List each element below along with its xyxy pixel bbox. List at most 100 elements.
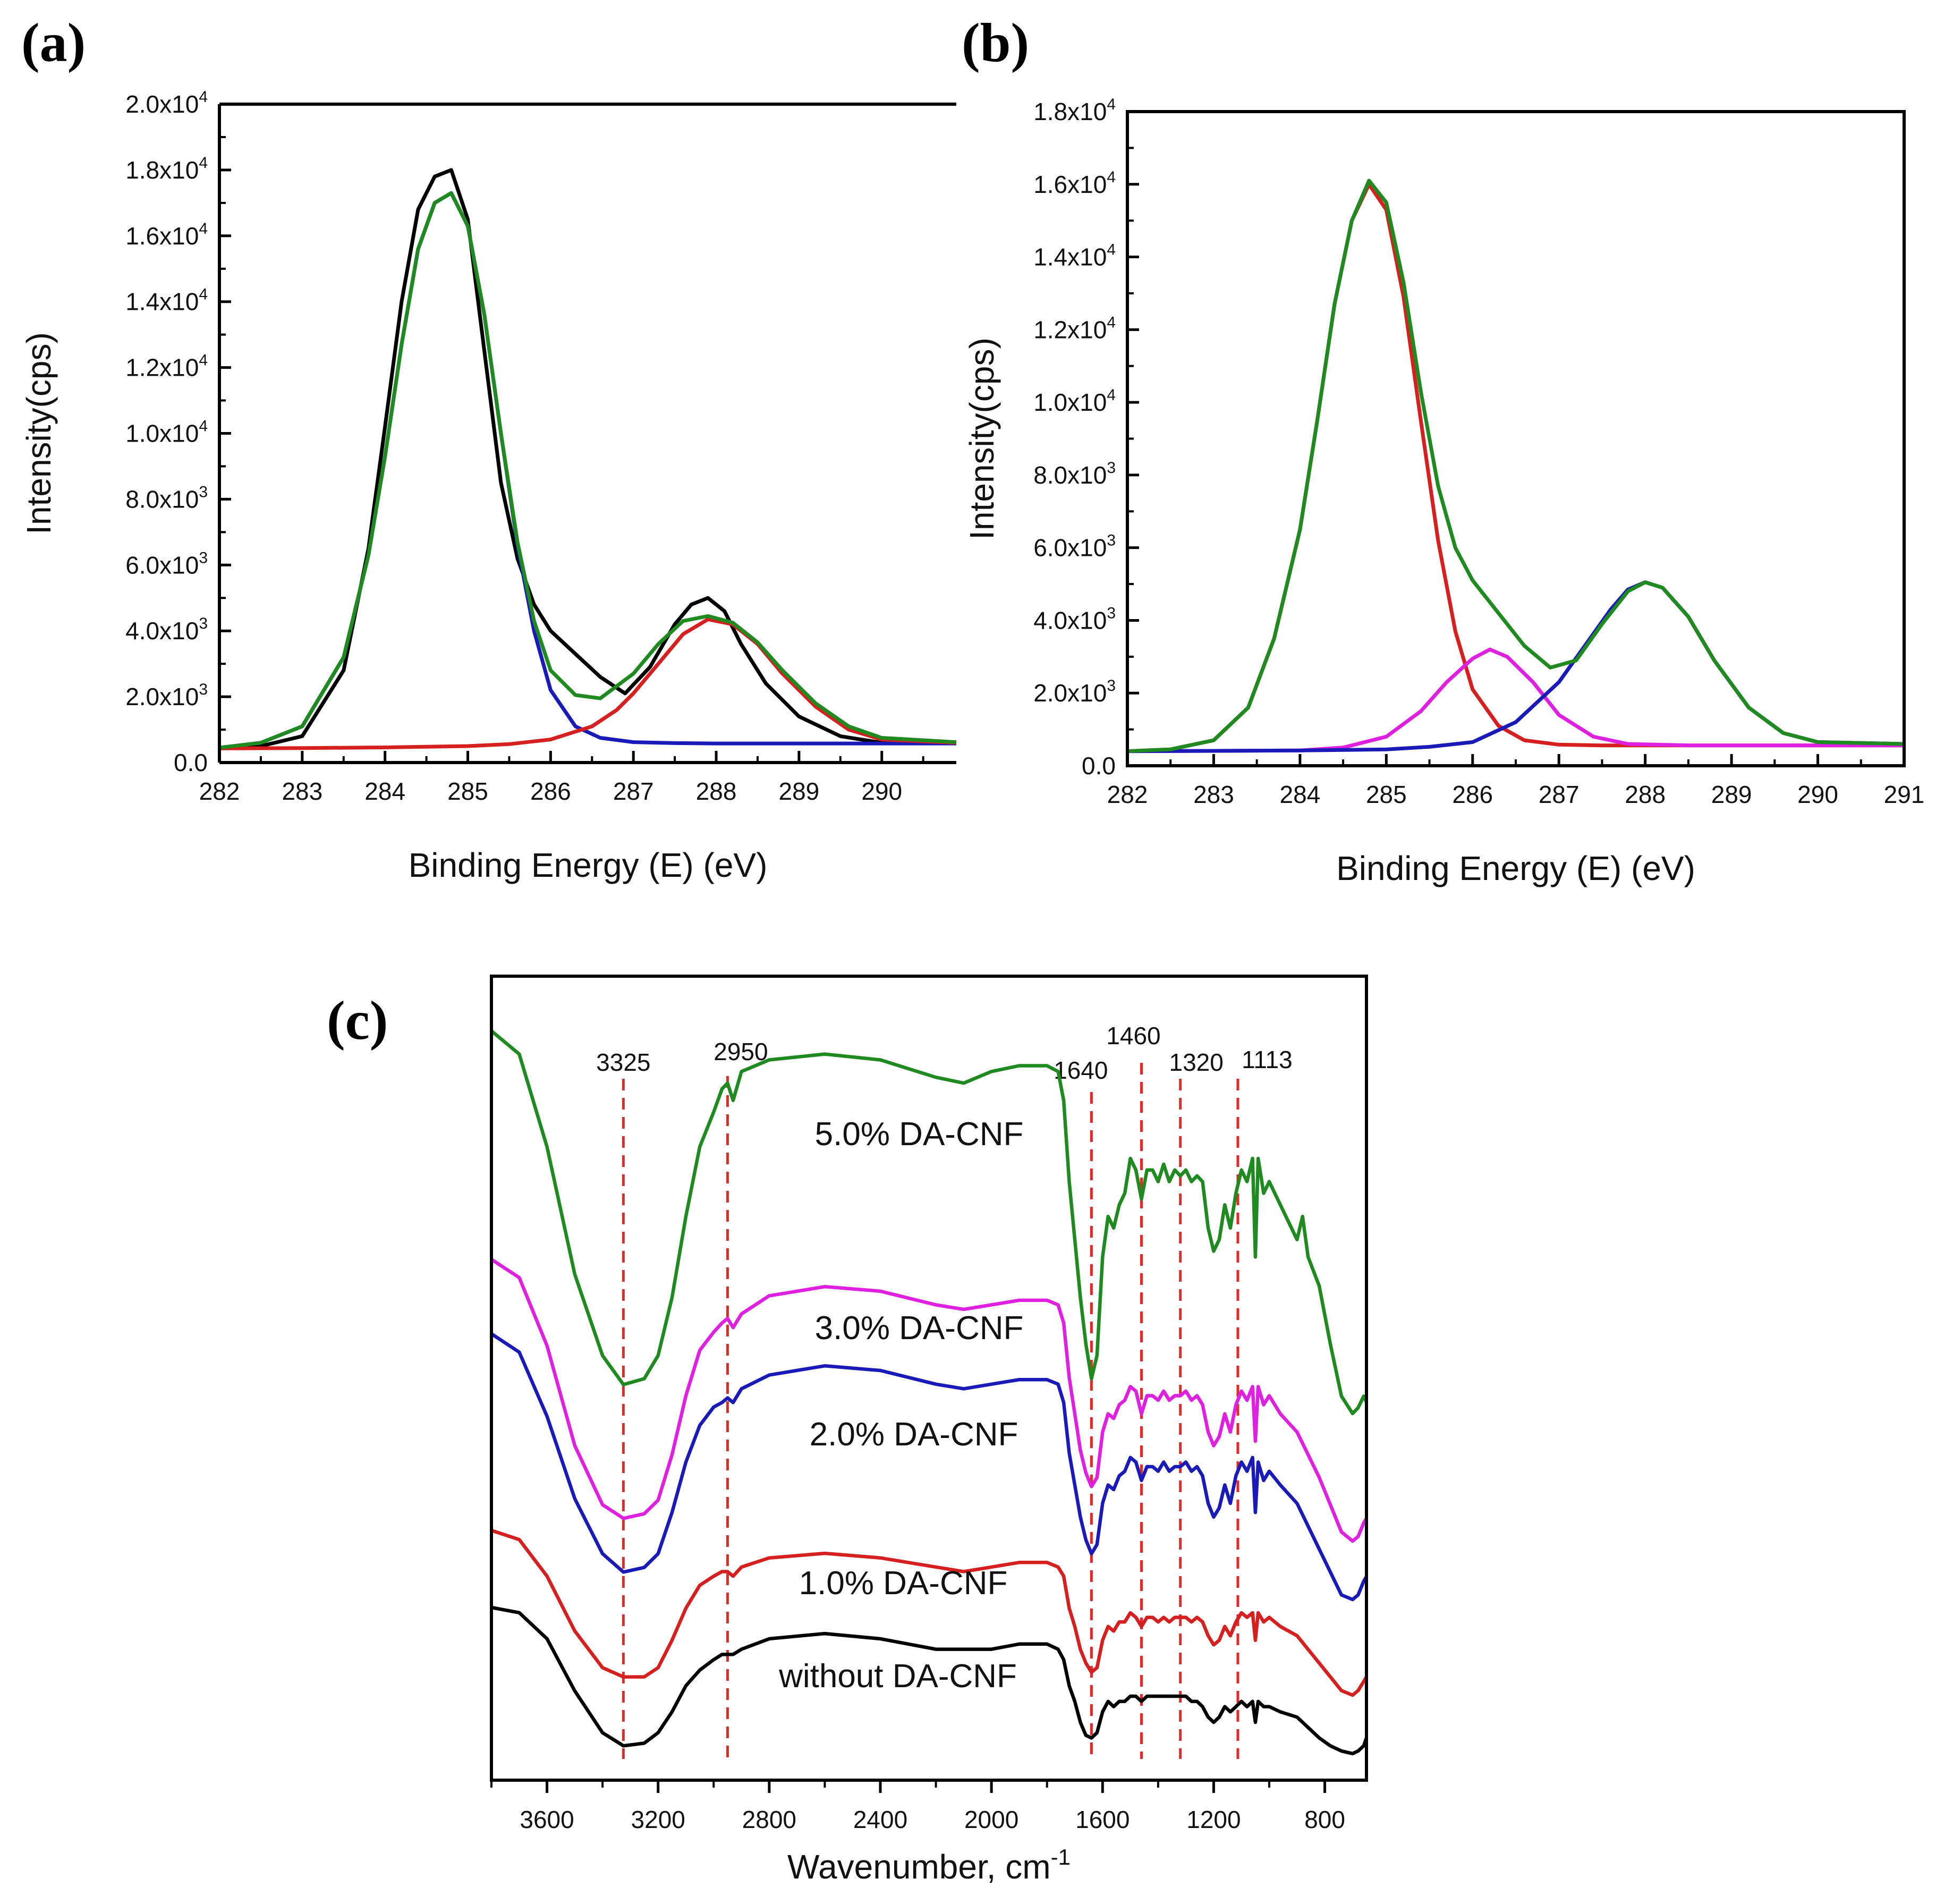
panel-b-x-axis-title: Binding Energy (E) (eV) xyxy=(1336,849,1695,887)
y-tick-label: 1.4x104 xyxy=(1033,241,1116,271)
y-tick-exponent: 3 xyxy=(1107,459,1116,477)
x-tick-label: 285 xyxy=(447,777,488,805)
panel-c-label: (c) xyxy=(327,990,388,1051)
y-tick-exponent: 4 xyxy=(1107,168,1116,186)
y-tick-label: 1.0x104 xyxy=(1033,386,1116,416)
y-tick-label: 0.0 xyxy=(174,749,208,776)
y-tick-label: 1.0x104 xyxy=(125,418,208,447)
series-line-3.0%-da-cnf xyxy=(490,1258,1368,1543)
x-tick-label: 283 xyxy=(282,777,322,805)
x-tick-label: 287 xyxy=(1539,781,1580,808)
panel-c-curves xyxy=(490,1029,1369,1756)
series-line-1.0%-da-cnf xyxy=(490,1528,1368,1697)
y-tick-mantissa: 1.8x10 xyxy=(125,156,199,184)
y-tick-exponent: 4 xyxy=(199,286,208,303)
peak-marker-label: 3325 xyxy=(596,1048,650,1076)
panel-a: (a) 0.02.0x1034.0x1036.0x1038.0x1031.0x1… xyxy=(20,12,957,884)
x-tick-label: 284 xyxy=(1280,781,1321,808)
peak-marker-label: 1113 xyxy=(1242,1046,1293,1073)
y-tick-mantissa: 2.0x10 xyxy=(125,90,199,118)
y-tick-exponent: 4 xyxy=(1107,241,1116,259)
y-tick-mantissa: 2.0x10 xyxy=(125,683,199,710)
panel-c-markers: 3325 2950 1640 1460 1320 1113 xyxy=(596,1022,1293,1759)
y-tick-label: 2.0x103 xyxy=(125,681,208,710)
peak-marker-label: 1640 xyxy=(1054,1056,1108,1084)
curve-label: without DA-CNF xyxy=(778,1658,1017,1695)
y-tick-label: 6.0x103 xyxy=(125,549,208,579)
y-tick-label: 1.4x104 xyxy=(125,286,208,316)
y-tick-exponent: 4 xyxy=(199,220,208,238)
x-tick-label: 288 xyxy=(1625,781,1666,808)
x-tick-label: 286 xyxy=(1452,781,1493,808)
x-tick-label: 290 xyxy=(861,777,902,805)
y-tick-exponent: 3 xyxy=(199,615,208,632)
y-tick-exponent: 3 xyxy=(1107,532,1116,549)
y-tick-mantissa: 0.0 xyxy=(1082,752,1116,780)
panel-a-ticks: 0.02.0x1034.0x1036.0x1038.0x1031.0x1041.… xyxy=(125,88,924,805)
panel-c-x-axis-title-sup: -1 xyxy=(1051,1844,1071,1869)
y-tick-mantissa: 6.0x10 xyxy=(1033,534,1107,562)
y-tick-label: 1.6x104 xyxy=(1033,168,1116,198)
y-tick-exponent: 3 xyxy=(199,549,208,566)
y-tick-mantissa: 1.2x10 xyxy=(1033,316,1107,343)
panel-c-frame xyxy=(490,975,1368,1782)
panel-c-ticks: 3600 3200 2800 2400 2000 1600 1200 800 xyxy=(490,1780,1345,1833)
y-tick-exponent: 3 xyxy=(1107,604,1116,622)
series-line-without-da-cnf xyxy=(491,1605,1369,1756)
x-tick-label: 288 xyxy=(696,777,737,805)
y-tick-label: 1.8x104 xyxy=(125,154,208,184)
y-tick-label: 1.6x104 xyxy=(125,220,208,250)
panel-b-curves xyxy=(1127,179,1905,754)
y-tick-mantissa: 1.4x10 xyxy=(125,288,199,316)
y-tick-mantissa: 1.0x10 xyxy=(1033,388,1107,416)
y-tick-exponent: 4 xyxy=(1107,314,1116,331)
y-tick-label: 2.0x104 xyxy=(125,88,208,118)
y-tick-mantissa: 1.8x10 xyxy=(1033,98,1107,125)
y-tick-mantissa: 0.0 xyxy=(174,749,208,776)
curve-label: 1.0% DA-CNF xyxy=(799,1565,1008,1602)
series-line-fit xyxy=(219,191,957,750)
y-tick-label: 1.2x104 xyxy=(125,352,208,382)
x-tick-label: 289 xyxy=(1711,781,1752,808)
x-tick-label: 289 xyxy=(779,777,820,805)
y-tick-mantissa: 1.4x10 xyxy=(1033,243,1107,271)
y-tick-mantissa: 4.0x10 xyxy=(1033,606,1107,634)
y-tick-label: 2.0x103 xyxy=(1033,677,1116,707)
x-tick-label: 800 xyxy=(1304,1806,1345,1833)
y-tick-mantissa: 1.6x10 xyxy=(125,222,199,250)
x-tick-label: 284 xyxy=(364,777,405,805)
y-tick-exponent: 4 xyxy=(1107,96,1116,113)
series-line-5.0%-da-cnf xyxy=(490,1029,1368,1416)
y-tick-label: 4.0x103 xyxy=(1033,604,1116,634)
y-tick-label: 8.0x103 xyxy=(125,483,208,513)
peak-marker-label: 1460 xyxy=(1106,1022,1160,1050)
curve-label: 3.0% DA-CNF xyxy=(815,1310,1024,1347)
x-tick-label: 3200 xyxy=(631,1806,685,1833)
x-tick-label: 282 xyxy=(1107,781,1148,808)
panel-b: (b) 0.02.0x1034.0x1036.0x1038.0x1031.0x1… xyxy=(962,12,1924,887)
y-tick-label: 0.0 xyxy=(1082,752,1116,780)
x-tick-label: 1200 xyxy=(1186,1806,1241,1833)
y-tick-mantissa: 1.0x10 xyxy=(125,420,199,447)
x-tick-label: 2800 xyxy=(742,1806,796,1833)
y-tick-exponent: 4 xyxy=(199,88,208,106)
y-tick-label: 4.0x103 xyxy=(125,615,208,645)
curve-label: 5.0% DA-CNF xyxy=(815,1116,1024,1153)
y-tick-exponent: 4 xyxy=(1107,386,1116,404)
series-line-envelope xyxy=(1127,179,1905,754)
x-tick-label: 282 xyxy=(199,777,240,805)
series-line-2.0%-da-cnf xyxy=(490,1332,1368,1602)
x-tick-label: 283 xyxy=(1193,781,1234,808)
y-tick-mantissa: 1.6x10 xyxy=(1033,171,1107,198)
series-line-baseline xyxy=(219,617,957,750)
panel-a-x-axis-title: Binding Energy (E) (eV) xyxy=(409,846,768,884)
panel-b-frame xyxy=(1126,110,1906,767)
y-tick-mantissa: 8.0x10 xyxy=(1033,461,1107,489)
panel-c-curve-labels: 5.0% DA-CNF 3.0% DA-CNF 2.0% DA-CNF 1.0% DA… xyxy=(778,1116,1023,1695)
y-tick-exponent: 3 xyxy=(1107,677,1116,695)
panel-c-x-axis-title: Wavenumber, cm-1 xyxy=(787,1844,1071,1886)
x-tick-label: 1600 xyxy=(1075,1806,1130,1833)
y-tick-exponent: 4 xyxy=(199,418,208,435)
peak-marker-label: 1320 xyxy=(1169,1048,1224,1076)
